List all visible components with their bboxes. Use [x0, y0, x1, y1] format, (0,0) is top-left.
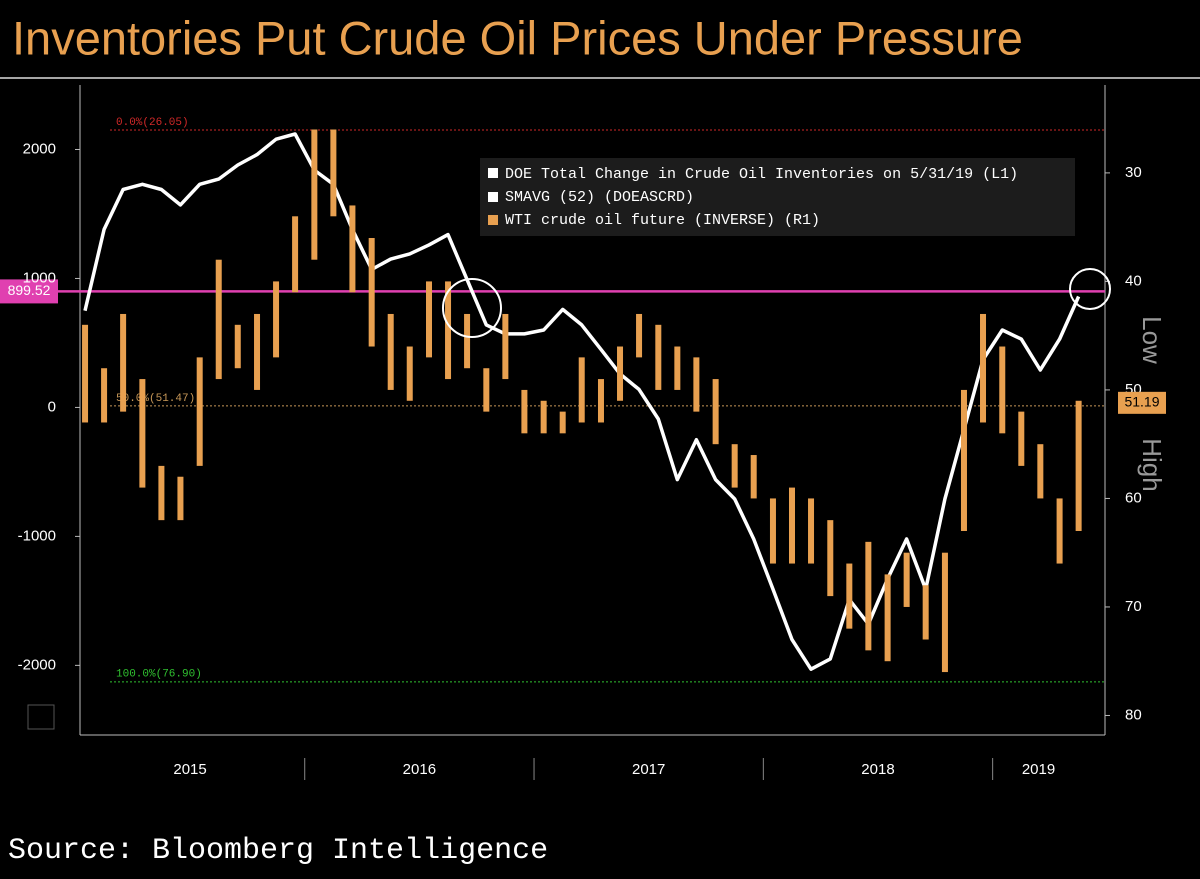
- price-bar: [980, 313, 987, 423]
- last-value-badge: [1118, 391, 1166, 414]
- price-bar: [177, 476, 184, 521]
- x-tick-label: 2018: [861, 761, 894, 778]
- price-bar: [540, 400, 547, 434]
- price-bar: [406, 346, 413, 401]
- price-bar: [1056, 498, 1063, 564]
- chart-title: Inventories Put Crude Oil Prices Under P…: [12, 11, 1023, 64]
- price-bar: [731, 444, 738, 488]
- legend-swatch: [488, 215, 498, 225]
- price-bar: [158, 465, 165, 521]
- x-tick-label: 2015: [173, 761, 206, 778]
- y-tick-label: 0: [48, 398, 56, 415]
- price-bar: [139, 379, 146, 488]
- price-bar: [101, 368, 108, 423]
- price-bar: [273, 281, 280, 358]
- last-value-label: 51.19: [1124, 394, 1159, 410]
- y2-tick-label: 40: [1125, 272, 1142, 289]
- price-bar: [884, 574, 891, 662]
- legend-label: WTI crude oil future (INVERSE) (R1): [505, 212, 820, 229]
- source: Source: Bloomberg Intelligence: [8, 834, 548, 868]
- price-bar: [120, 313, 127, 412]
- y2-tick-label: 70: [1125, 598, 1142, 615]
- price-bar: [254, 313, 261, 390]
- highlight-circle: [442, 278, 502, 338]
- price-bar: [674, 346, 681, 390]
- reference-label: 899.52: [8, 282, 51, 298]
- y2-tick-label: 30: [1125, 164, 1142, 181]
- price-bar: [865, 541, 872, 651]
- price-bar: [636, 313, 643, 358]
- price-bar: [808, 498, 815, 564]
- price-bar: [960, 389, 967, 531]
- legend-title: DOE Total Change in Crude Oil Inventorie…: [505, 166, 1018, 183]
- y-tick-label: 1000: [23, 269, 56, 286]
- price-bar: [502, 313, 509, 380]
- price-bar: [712, 379, 719, 445]
- y2-tick-label: 60: [1125, 489, 1142, 506]
- price-bar: [349, 205, 356, 293]
- price-bar: [1037, 444, 1044, 499]
- price-bar: [368, 238, 375, 347]
- price-bar: [617, 346, 624, 401]
- price-bar: [827, 520, 834, 597]
- price-bar: [597, 379, 604, 423]
- price-bar: [750, 455, 757, 499]
- price-bar: [445, 281, 452, 380]
- price-bar: [521, 389, 528, 434]
- series-line: [83, 132, 1081, 671]
- price-bar: [196, 357, 203, 466]
- reference-label: 0.0%(26.05): [116, 117, 189, 129]
- price-bar: [941, 552, 948, 673]
- price-bar: [215, 259, 222, 380]
- plot: 899.52 0.0%(26.05) 50.0%(51.47) 100.0%(76.9…: [0, 117, 1105, 683]
- highlight-circle: [1069, 268, 1111, 310]
- price-bar: [559, 411, 566, 434]
- y-tick-label: -1000: [18, 527, 56, 544]
- price-bar: [330, 129, 337, 217]
- y2-tick-label: 80: [1125, 706, 1142, 723]
- price-bar: [311, 129, 318, 260]
- price-bar: [922, 585, 929, 640]
- legend-icon: [488, 168, 498, 178]
- price-bar: [788, 487, 795, 564]
- price-bar: [999, 346, 1006, 434]
- chart-icon[interactable]: [27, 704, 55, 730]
- price-bar: [846, 563, 853, 629]
- price-bar: [655, 324, 662, 390]
- x-tick-label: 2019: [1022, 761, 1055, 778]
- price-bar: [82, 324, 89, 423]
- y2-side-label: High: [1137, 438, 1167, 491]
- legend-label: SMAVG (52) (DOEASCRD): [505, 189, 694, 206]
- x-tick-label: 2016: [403, 761, 436, 778]
- y-tick-label: -2000: [18, 656, 56, 673]
- price-bar: [426, 281, 433, 358]
- reference-label: 50.0%(51.47): [116, 393, 195, 405]
- price-bar: [1075, 400, 1082, 531]
- price-bar: [234, 324, 241, 369]
- price-bar: [578, 357, 585, 423]
- price-bar: [483, 368, 490, 412]
- price-bar: [292, 216, 299, 293]
- price-bar: [903, 552, 910, 607]
- reference-label: 100.0%(76.90): [116, 669, 202, 681]
- reference-badge: [0, 279, 58, 304]
- y2-side-label: Low: [1137, 316, 1167, 364]
- y-tick-label: 2000: [23, 140, 56, 157]
- price-bar: [693, 357, 700, 412]
- price-bar: [387, 313, 394, 390]
- legend-box: [480, 158, 1075, 236]
- price-bar: [1018, 411, 1025, 466]
- legend-swatch: [488, 192, 498, 202]
- price-bar: [769, 498, 776, 564]
- x-tick-label: 2017: [632, 761, 665, 778]
- price-bar: [464, 313, 471, 369]
